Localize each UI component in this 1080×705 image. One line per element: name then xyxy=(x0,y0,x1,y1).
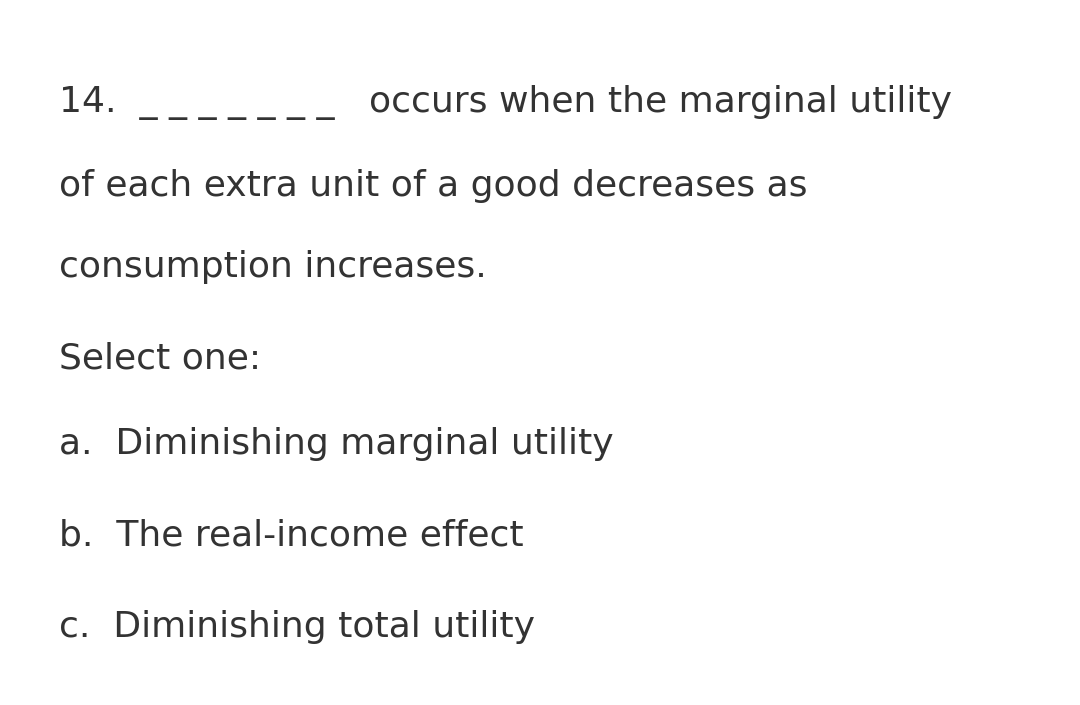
Text: 14.  _ _ _ _ _ _ _   occurs when the marginal utility: 14. _ _ _ _ _ _ _ occurs when the margin… xyxy=(59,85,953,120)
Text: consumption increases.: consumption increases. xyxy=(59,250,487,284)
Text: of each extra unit of a good decreases as: of each extra unit of a good decreases a… xyxy=(59,169,808,203)
Text: b.  The real-income effect: b. The real-income effect xyxy=(59,518,524,552)
Text: a.  Diminishing marginal utility: a. Diminishing marginal utility xyxy=(59,427,615,460)
Text: Select one:: Select one: xyxy=(59,342,261,376)
Text: c.  Diminishing total utility: c. Diminishing total utility xyxy=(59,610,536,644)
